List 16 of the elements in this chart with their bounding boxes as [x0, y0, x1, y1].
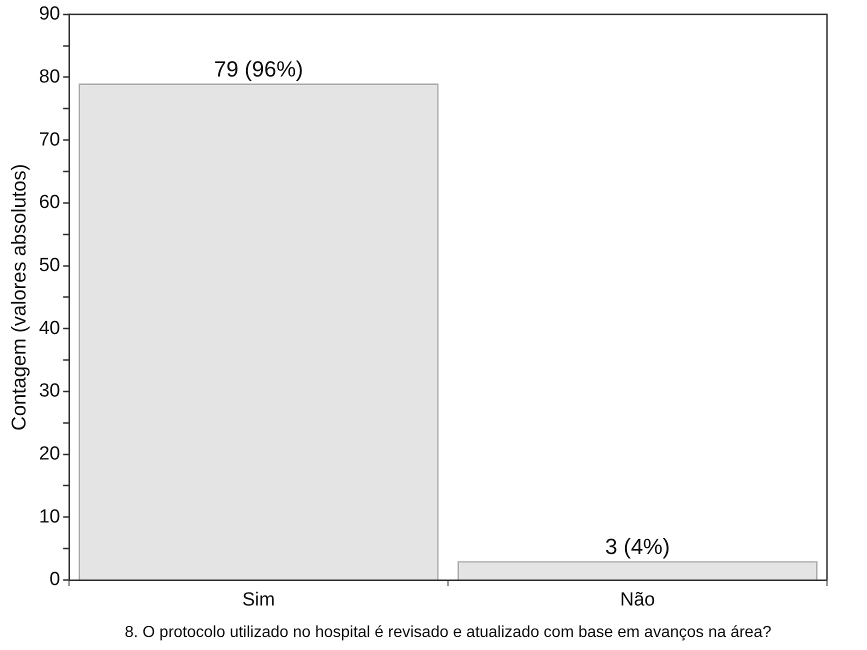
y-tick-label: 70 — [38, 129, 60, 150]
data-label: 79 (96%) — [214, 56, 304, 82]
y-axis-title: Contagem (valores absolutos) — [8, 164, 31, 431]
y-tick-label: 20 — [38, 444, 60, 465]
y-tick-label: 50 — [38, 255, 60, 276]
y-tick-label: 30 — [38, 380, 60, 402]
y-tick-label: 80 — [38, 66, 60, 88]
x-tick-label: Sim — [242, 590, 275, 611]
data-label: 3 (4%) — [605, 534, 670, 560]
y-tick-label: 40 — [38, 318, 60, 339]
y-tick-label: 90 — [38, 4, 60, 25]
x-axis-title: 8. O protocolo utilizado no hospital é revisado e atualizado com base em avanços na área? — [124, 624, 772, 641]
y-tick-label: 0 — [50, 569, 60, 590]
y-tick-label: 10 — [38, 506, 60, 528]
x-tick-label: Não — [620, 590, 655, 611]
y-tick-label: 60 — [38, 192, 60, 214]
